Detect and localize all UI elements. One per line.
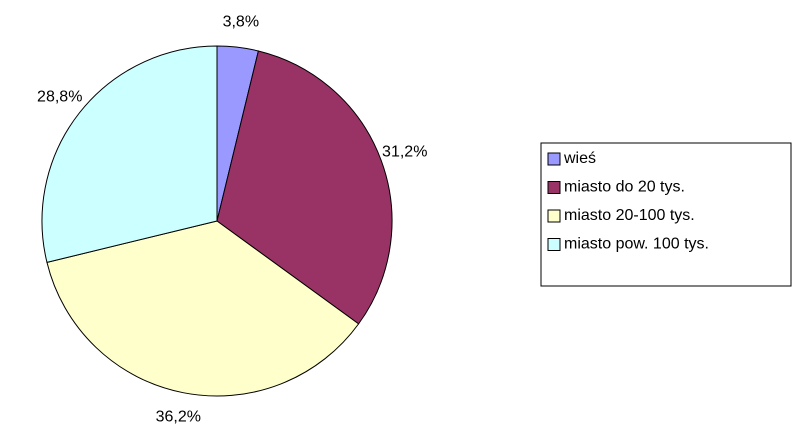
- legend-swatch: [547, 181, 561, 194]
- legend-box: [540, 142, 792, 287]
- pie-slice: [41, 45, 218, 263]
- legend-label: miasto 20-100 tys.: [564, 207, 695, 224]
- data-label: 3,8%: [223, 14, 259, 31]
- legend-swatch: [547, 238, 561, 251]
- legend-swatch: [547, 152, 561, 166]
- data-label: 31,2%: [382, 143, 427, 160]
- legend-swatch: [547, 209, 561, 223]
- legend-label: miasto pow. 100 tys.: [564, 236, 709, 253]
- pie-slice: [46, 220, 360, 397]
- data-label: 36,2%: [156, 408, 201, 425]
- data-label: 28,8%: [37, 89, 82, 106]
- legend-label: miasto do 20 tys.: [564, 179, 685, 196]
- pie-slice: [216, 50, 393, 325]
- legend-label: wieś: [563, 150, 596, 167]
